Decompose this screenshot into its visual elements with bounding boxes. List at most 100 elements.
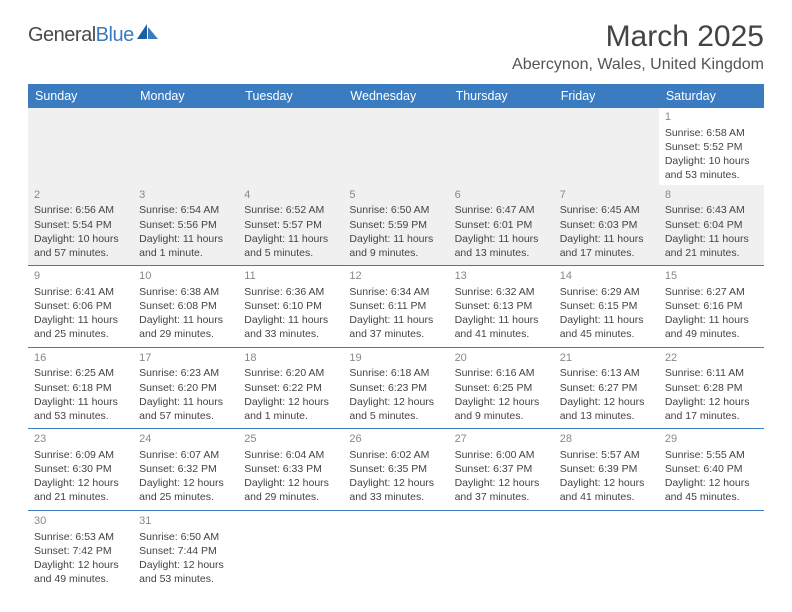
day-detail: and 41 minutes. bbox=[560, 490, 653, 504]
day-detail: Sunset: 6:15 PM bbox=[560, 299, 653, 313]
day-detail: Daylight: 12 hours bbox=[139, 558, 232, 572]
day-cell: 5Sunrise: 6:50 AMSunset: 5:59 PMDaylight… bbox=[343, 185, 448, 266]
day-cell bbox=[449, 510, 554, 591]
day-detail: Daylight: 11 hours bbox=[349, 313, 442, 327]
day-detail: and 5 minutes. bbox=[349, 409, 442, 423]
day-detail: and 25 minutes. bbox=[139, 490, 232, 504]
sail-icon bbox=[137, 24, 159, 47]
day-cell: 7Sunrise: 6:45 AMSunset: 6:03 PMDaylight… bbox=[554, 185, 659, 266]
day-detail: Sunrise: 6:34 AM bbox=[349, 285, 442, 299]
day-detail: and 29 minutes. bbox=[139, 327, 232, 341]
day-cell: 4Sunrise: 6:52 AMSunset: 5:57 PMDaylight… bbox=[238, 185, 343, 266]
weekday-row: Sunday Monday Tuesday Wednesday Thursday… bbox=[28, 84, 764, 108]
day-detail: and 21 minutes. bbox=[34, 490, 127, 504]
day-cell bbox=[238, 108, 343, 185]
day-number: 8 bbox=[665, 188, 758, 203]
day-cell bbox=[28, 108, 133, 185]
day-cell: 11Sunrise: 6:36 AMSunset: 6:10 PMDayligh… bbox=[238, 266, 343, 348]
day-detail: Daylight: 12 hours bbox=[34, 476, 127, 490]
day-detail: Daylight: 12 hours bbox=[665, 476, 758, 490]
calendar-row: 9Sunrise: 6:41 AMSunset: 6:06 PMDaylight… bbox=[28, 266, 764, 348]
day-number: 16 bbox=[34, 351, 127, 366]
day-detail: and 57 minutes. bbox=[34, 246, 127, 260]
day-detail: and 13 minutes. bbox=[455, 246, 548, 260]
day-detail: Sunset: 6:23 PM bbox=[349, 381, 442, 395]
day-detail: Sunrise: 6:50 AM bbox=[139, 530, 232, 544]
day-detail: Sunset: 6:28 PM bbox=[665, 381, 758, 395]
calendar-row: 1Sunrise: 6:58 AMSunset: 5:52 PMDaylight… bbox=[28, 108, 764, 185]
day-detail: Daylight: 12 hours bbox=[560, 395, 653, 409]
day-cell: 3Sunrise: 6:54 AMSunset: 5:56 PMDaylight… bbox=[133, 185, 238, 266]
day-detail: Sunset: 6:04 PM bbox=[665, 218, 758, 232]
day-detail: Sunset: 6:22 PM bbox=[244, 381, 337, 395]
logo-text: GeneralBlue bbox=[28, 24, 134, 47]
day-cell: 13Sunrise: 6:32 AMSunset: 6:13 PMDayligh… bbox=[449, 266, 554, 348]
day-detail: and 33 minutes. bbox=[244, 327, 337, 341]
calendar-page: GeneralBlue March 2025 Abercynon, Wales,… bbox=[0, 0, 792, 611]
day-cell: 28Sunrise: 5:57 AMSunset: 6:39 PMDayligh… bbox=[554, 429, 659, 511]
day-detail: Daylight: 11 hours bbox=[665, 232, 758, 246]
day-cell bbox=[343, 510, 448, 591]
day-detail: Sunset: 6:10 PM bbox=[244, 299, 337, 313]
day-number: 27 bbox=[455, 432, 548, 447]
day-detail: and 53 minutes. bbox=[34, 409, 127, 423]
day-detail: Sunset: 6:40 PM bbox=[665, 462, 758, 476]
day-detail: and 41 minutes. bbox=[455, 327, 548, 341]
day-detail: Daylight: 11 hours bbox=[455, 313, 548, 327]
day-detail: Sunset: 5:57 PM bbox=[244, 218, 337, 232]
day-number: 10 bbox=[139, 269, 232, 284]
day-detail: Sunrise: 6:45 AM bbox=[560, 203, 653, 217]
day-detail: Sunset: 5:54 PM bbox=[34, 218, 127, 232]
day-detail: Daylight: 12 hours bbox=[139, 476, 232, 490]
day-number: 1 bbox=[665, 110, 758, 125]
day-detail: Sunrise: 6:00 AM bbox=[455, 448, 548, 462]
day-detail: Daylight: 12 hours bbox=[349, 395, 442, 409]
day-detail: and 45 minutes. bbox=[560, 327, 653, 341]
day-detail: and 33 minutes. bbox=[349, 490, 442, 504]
day-cell: 25Sunrise: 6:04 AMSunset: 6:33 PMDayligh… bbox=[238, 429, 343, 511]
day-number: 4 bbox=[244, 188, 337, 203]
day-detail: Sunset: 6:18 PM bbox=[34, 381, 127, 395]
day-cell: 8Sunrise: 6:43 AMSunset: 6:04 PMDaylight… bbox=[659, 185, 764, 266]
day-detail: Sunrise: 6:43 AM bbox=[665, 203, 758, 217]
day-detail: Sunrise: 6:20 AM bbox=[244, 366, 337, 380]
day-detail: Sunrise: 6:02 AM bbox=[349, 448, 442, 462]
day-cell: 22Sunrise: 6:11 AMSunset: 6:28 PMDayligh… bbox=[659, 347, 764, 429]
day-detail: Daylight: 11 hours bbox=[560, 313, 653, 327]
day-detail: and 53 minutes. bbox=[139, 572, 232, 586]
day-detail: Daylight: 12 hours bbox=[455, 395, 548, 409]
day-number: 28 bbox=[560, 432, 653, 447]
day-detail: and 1 minute. bbox=[244, 409, 337, 423]
day-number: 24 bbox=[139, 432, 232, 447]
day-detail: and 37 minutes. bbox=[455, 490, 548, 504]
day-number: 21 bbox=[560, 351, 653, 366]
day-number: 6 bbox=[455, 188, 548, 203]
day-cell: 18Sunrise: 6:20 AMSunset: 6:22 PMDayligh… bbox=[238, 347, 343, 429]
day-detail: Sunrise: 6:11 AM bbox=[665, 366, 758, 380]
day-number: 31 bbox=[139, 514, 232, 529]
day-detail: Sunset: 5:59 PM bbox=[349, 218, 442, 232]
day-detail: Daylight: 11 hours bbox=[139, 232, 232, 246]
location: Abercynon, Wales, United Kingdom bbox=[512, 56, 764, 74]
day-detail: Sunset: 6:35 PM bbox=[349, 462, 442, 476]
day-cell: 9Sunrise: 6:41 AMSunset: 6:06 PMDaylight… bbox=[28, 266, 133, 348]
day-detail: and 45 minutes. bbox=[665, 490, 758, 504]
day-cell: 14Sunrise: 6:29 AMSunset: 6:15 PMDayligh… bbox=[554, 266, 659, 348]
day-number: 14 bbox=[560, 269, 653, 284]
day-cell: 23Sunrise: 6:09 AMSunset: 6:30 PMDayligh… bbox=[28, 429, 133, 511]
day-number: 13 bbox=[455, 269, 548, 284]
day-detail: Sunset: 6:20 PM bbox=[139, 381, 232, 395]
day-detail: and 49 minutes. bbox=[34, 572, 127, 586]
day-number: 11 bbox=[244, 269, 337, 284]
day-cell: 20Sunrise: 6:16 AMSunset: 6:25 PMDayligh… bbox=[449, 347, 554, 429]
day-cell bbox=[343, 108, 448, 185]
day-cell: 17Sunrise: 6:23 AMSunset: 6:20 PMDayligh… bbox=[133, 347, 238, 429]
logo-word2: Blue bbox=[96, 24, 134, 46]
day-detail: and 5 minutes. bbox=[244, 246, 337, 260]
day-cell bbox=[659, 510, 764, 591]
weekday-header: Wednesday bbox=[343, 84, 448, 108]
weekday-header: Tuesday bbox=[238, 84, 343, 108]
logo: GeneralBlue bbox=[28, 24, 159, 47]
day-cell bbox=[554, 108, 659, 185]
day-cell: 6Sunrise: 6:47 AMSunset: 6:01 PMDaylight… bbox=[449, 185, 554, 266]
